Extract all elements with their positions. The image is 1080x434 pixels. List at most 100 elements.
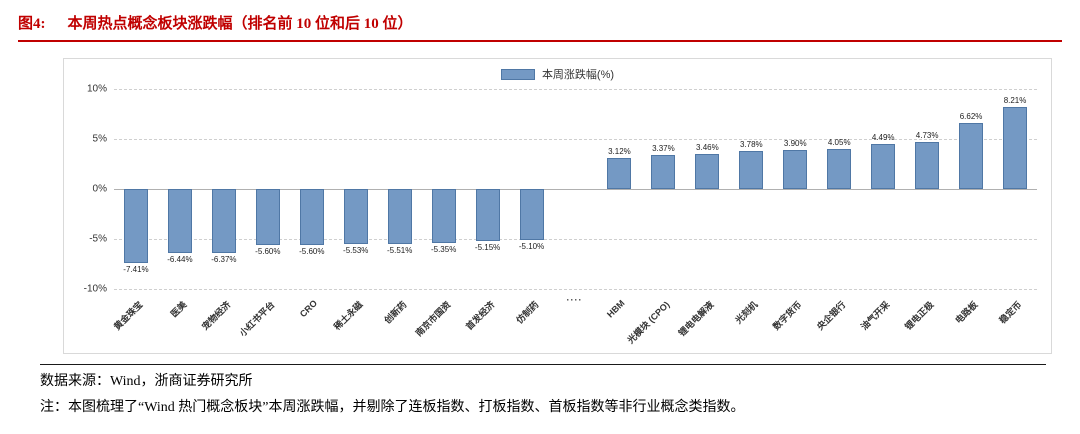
bar-value-label: -5.15%	[474, 242, 501, 252]
bar-column: 4.49% 油气开采	[859, 89, 905, 332]
bar	[123, 189, 148, 264]
bar	[871, 144, 896, 189]
x-axis-label: 南京市国资	[413, 299, 453, 339]
gridline	[114, 89, 1037, 90]
x-axis-label: 医美	[168, 299, 189, 320]
bar	[651, 155, 676, 189]
x-axis-label: CRO	[297, 298, 319, 320]
x-axis-label: 光模块 (CPO)	[625, 299, 672, 346]
x-axis-label: 油气开采	[859, 299, 892, 332]
bar-value-label: 8.21%	[1003, 95, 1027, 105]
bar	[387, 189, 412, 245]
bar-value-label: 3.90%	[783, 139, 807, 148]
bar-column: -7.41% 黄金珠宝	[112, 89, 158, 332]
chart: 本周涨跌幅(%) -7.41% 黄金珠宝 -6.44% 医美 -6.37% 宠物经济 -5.…	[63, 58, 1052, 354]
bar-column: 3.37% 光模块 (CPO)	[626, 89, 685, 345]
title-divider	[18, 40, 1062, 42]
gridline	[114, 289, 1037, 290]
bar-column: -5.35% 南京市国资	[413, 89, 466, 338]
bar-column: -5.60% CRO	[290, 89, 334, 319]
x-axis-label: 电路板	[953, 299, 980, 326]
bar-column: 3.12% HBM	[597, 89, 641, 320]
chart-legend: 本周涨跌幅(%)	[64, 66, 1051, 82]
bar-value-label: 6.62%	[959, 111, 983, 121]
bar	[475, 189, 500, 241]
bar-value-label: -5.51%	[387, 246, 413, 256]
bar-value-label: -5.60%	[299, 247, 325, 256]
x-axis-label: 创新药	[382, 299, 409, 326]
x-axis-label: 光刻机	[733, 299, 760, 326]
bar-column: -5.51% 创新药	[378, 89, 422, 326]
bar-column: -6.44% 医美	[158, 89, 202, 319]
figure-title: 本周热点概念板块涨跌幅（排名前 10 位和后 10 位）	[67, 16, 413, 32]
bar	[959, 122, 984, 189]
bar-value-label: -7.41%	[123, 265, 149, 275]
bar-column: 4.05% 央企银行	[815, 89, 861, 332]
bar-column: 3.46% 锂电电解液	[677, 89, 729, 338]
bar-value-label: -5.35%	[430, 244, 457, 254]
x-axis-label: HBM	[604, 298, 627, 320]
bars-container: -7.41% 黄金珠宝 -6.44% 医美 -6.37% 宠物经济 -5.60% 小红书平台 -…	[112, 89, 1037, 345]
bar-column: -6.37% 宠物经济	[200, 89, 246, 332]
bar-column: 3.90% 数字货币	[771, 89, 817, 332]
plot-area: -7.41% 黄金珠宝 -6.44% 医美 -6.37% 宠物经济 -5.60% 小红书平台 -…	[84, 84, 1037, 345]
zero-line	[114, 189, 1037, 190]
bar-value-label: 4.05%	[827, 137, 851, 147]
bar-value-label: -6.37%	[211, 254, 237, 264]
x-axis-label: 央企银行	[815, 299, 848, 332]
note-text: 注：本图梳理了“Wind 热门概念板块”本周涨跌幅，并剔除了连板指数、打板指数、…	[40, 400, 745, 415]
bar-column: -5.15% 首发经济	[464, 89, 510, 332]
figure-footer: 数据来源：Wind，浙商证券研究所 注：本图梳理了“Wind 热门概念板块”本周…	[40, 364, 1046, 416]
bar-value-label: 3.37%	[652, 144, 675, 154]
bar	[739, 151, 764, 189]
x-axis-label: 稀土永磁	[331, 299, 365, 332]
gridline	[114, 239, 1037, 240]
x-axis-separator: ····	[566, 295, 583, 305]
bar-value-label: -5.10%	[518, 242, 545, 251]
x-axis-label: 黄金珠宝	[111, 299, 145, 332]
x-axis-label: 仿制药	[513, 299, 541, 326]
bar-column: 6.62% 电路板	[949, 89, 993, 326]
y-axis-tick-label: -10%	[83, 283, 107, 295]
figure-header: 图4: 本周热点概念板块涨跌幅（排名前 10 位和后 10 位）	[18, 12, 1062, 33]
x-axis-label: 小红书平台	[237, 299, 277, 339]
x-axis-label: 首发经济	[463, 299, 497, 332]
bar	[431, 189, 456, 243]
bar-value-label: 3.46%	[696, 143, 719, 153]
bar-column: 4.73% 锂电正极	[903, 89, 949, 332]
bar	[299, 189, 324, 245]
bar	[167, 189, 192, 254]
bar	[343, 189, 368, 245]
bar	[211, 189, 236, 253]
bar-value-label: 4.73%	[915, 130, 939, 140]
x-axis-label: 稳定币	[997, 299, 1024, 326]
bar-value-label: -5.53%	[343, 246, 369, 256]
bar-value-label: 3.78%	[739, 140, 763, 150]
data-source-text: 数据来源：Wind，浙商证券研究所	[40, 374, 253, 389]
bar	[783, 150, 808, 189]
y-axis-tick-label: -5%	[89, 233, 107, 245]
footer-divider	[40, 364, 1046, 365]
figure-label: 图4:	[18, 16, 46, 32]
bar-value-label: 4.49%	[871, 133, 895, 143]
gridline	[114, 139, 1037, 140]
bar-column: -5.53% 稀土永磁	[332, 89, 378, 332]
bar	[915, 141, 940, 189]
x-axis-label: 锂电电解液	[676, 299, 716, 339]
bar-value-label: -6.44%	[167, 255, 193, 265]
bar-column: 8.21% 稳定币	[993, 89, 1037, 326]
y-axis-tick-label: 10%	[86, 83, 107, 95]
bar	[607, 157, 632, 189]
legend-label: 本周涨跌幅(%)	[541, 69, 615, 81]
bar	[519, 189, 544, 240]
bar-value-label: 3.12%	[608, 146, 631, 156]
bar-column: -5.10% 仿制药	[510, 89, 554, 326]
bar	[695, 154, 720, 189]
x-axis-label: 锂电正极	[903, 299, 936, 332]
bar-column: 3.78% 光刻机	[729, 89, 773, 326]
x-axis-label: 数字货币	[771, 299, 804, 332]
bar	[255, 189, 280, 245]
y-axis-tick-label: 0%	[92, 183, 107, 195]
x-axis-label: 宠物经济	[199, 299, 233, 332]
bar-column: ····	[554, 89, 598, 305]
